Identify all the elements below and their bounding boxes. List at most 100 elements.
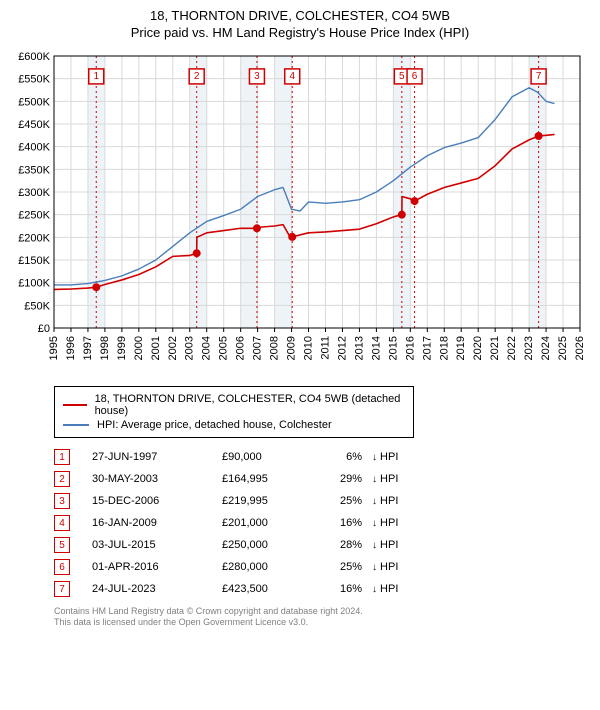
legend-label: 18, THORNTON DRIVE, COLCHESTER, CO4 5WB … [95, 393, 405, 417]
row-date: 16-JAN-2009 [92, 512, 222, 534]
svg-text:1999: 1999 [116, 336, 128, 360]
row-pct: 29% [322, 468, 372, 490]
svg-text:2001: 2001 [150, 336, 162, 360]
row-marker: 7 [54, 581, 70, 597]
row-price: £201,000 [222, 512, 322, 534]
row-date: 24-JUL-2023 [92, 578, 222, 600]
chart-subtitle: Price paid vs. HM Land Registry's House … [10, 25, 590, 40]
row-price: £423,500 [222, 578, 322, 600]
legend-swatch [63, 404, 87, 406]
row-date: 30-MAY-2003 [92, 468, 222, 490]
footer-line-2: This data is licensed under the Open Gov… [54, 617, 582, 628]
row-date: 03-JUL-2015 [92, 534, 222, 556]
row-hpi-delta: ↓ HPI [372, 446, 408, 468]
svg-text:2018: 2018 [438, 336, 450, 360]
svg-text:2014: 2014 [370, 336, 382, 360]
table-row: 7 24-JUL-2023£423,50016%↓ HPI [54, 578, 408, 600]
svg-text:5: 5 [399, 71, 405, 82]
table-row: 1 27-JUN-1997£90,0006%↓ HPI [54, 446, 408, 468]
table-row: 5 03-JUL-2015£250,00028%↓ HPI [54, 534, 408, 556]
table-row: 4 16-JAN-2009£201,00016%↓ HPI [54, 512, 408, 534]
svg-text:2012: 2012 [336, 336, 348, 360]
legend-label: HPI: Average price, detached house, Colc… [97, 419, 332, 431]
footer-attribution: Contains HM Land Registry data © Crown c… [54, 606, 582, 629]
svg-text:£300K: £300K [18, 187, 50, 199]
svg-text:£0: £0 [38, 323, 50, 335]
svg-text:7: 7 [536, 71, 542, 82]
row-hpi-delta: ↓ HPI [372, 556, 408, 578]
footer-line-1: Contains HM Land Registry data © Crown c… [54, 606, 582, 617]
svg-text:3: 3 [254, 71, 260, 82]
svg-text:2019: 2019 [455, 336, 467, 360]
row-date: 15-DEC-2006 [92, 490, 222, 512]
svg-text:2022: 2022 [506, 336, 518, 360]
row-pct: 6% [322, 446, 372, 468]
svg-text:4: 4 [289, 71, 295, 82]
row-price: £250,000 [222, 534, 322, 556]
svg-text:2026: 2026 [574, 336, 586, 360]
svg-text:1: 1 [93, 71, 99, 82]
svg-text:£500K: £500K [18, 96, 50, 108]
svg-text:£200K: £200K [18, 232, 50, 244]
svg-text:£350K: £350K [18, 164, 50, 176]
row-price: £280,000 [222, 556, 322, 578]
row-marker: 2 [54, 471, 70, 487]
row-price: £164,995 [222, 468, 322, 490]
row-pct: 25% [322, 556, 372, 578]
legend-item: 18, THORNTON DRIVE, COLCHESTER, CO4 5WB … [63, 393, 405, 417]
svg-text:2010: 2010 [303, 336, 315, 360]
row-pct: 16% [322, 512, 372, 534]
svg-text:2023: 2023 [523, 336, 535, 360]
svg-text:1998: 1998 [99, 336, 111, 360]
svg-text:2004: 2004 [201, 336, 213, 360]
row-date: 01-APR-2016 [92, 556, 222, 578]
table-row: 2 30-MAY-2003£164,99529%↓ HPI [54, 468, 408, 490]
chart-area: £0£50K£100K£150K£200K£250K£300K£350K£400… [10, 46, 590, 376]
chart-title: 18, THORNTON DRIVE, COLCHESTER, CO4 5WB [10, 8, 590, 23]
row-pct: 16% [322, 578, 372, 600]
row-marker: 5 [54, 537, 70, 553]
svg-text:1996: 1996 [65, 336, 77, 360]
svg-text:2024: 2024 [540, 336, 552, 360]
row-hpi-delta: ↓ HPI [372, 578, 408, 600]
row-pct: 28% [322, 534, 372, 556]
row-hpi-delta: ↓ HPI [372, 490, 408, 512]
svg-text:2011: 2011 [319, 336, 331, 360]
row-price: £219,995 [222, 490, 322, 512]
svg-text:2020: 2020 [472, 336, 484, 360]
svg-text:2017: 2017 [421, 336, 433, 360]
svg-text:£400K: £400K [18, 142, 50, 154]
svg-text:2013: 2013 [353, 336, 365, 360]
table-row: 315-DEC-2006£219,99525%↓ HPI [54, 490, 408, 512]
svg-text:2003: 2003 [184, 336, 196, 360]
svg-text:2021: 2021 [489, 336, 501, 360]
row-hpi-delta: ↓ HPI [372, 512, 408, 534]
svg-text:2009: 2009 [286, 336, 298, 360]
table-row: 6 01-APR-2016£280,00025%↓ HPI [54, 556, 408, 578]
svg-text:1997: 1997 [82, 336, 94, 360]
svg-text:2006: 2006 [235, 336, 247, 360]
row-pct: 25% [322, 490, 372, 512]
row-price: £90,000 [222, 446, 322, 468]
row-marker: 6 [54, 559, 70, 575]
row-marker: 4 [54, 515, 70, 531]
svg-text:2: 2 [194, 71, 200, 82]
svg-text:£150K: £150K [18, 255, 50, 267]
svg-text:2002: 2002 [167, 336, 179, 360]
svg-text:£50K: £50K [24, 300, 50, 312]
svg-text:2008: 2008 [269, 336, 281, 360]
price-chart: £0£50K£100K£150K£200K£250K£300K£350K£400… [10, 46, 590, 376]
svg-text:£600K: £600K [18, 51, 50, 63]
legend: 18, THORNTON DRIVE, COLCHESTER, CO4 5WB … [54, 386, 414, 438]
svg-text:2000: 2000 [133, 336, 145, 360]
svg-text:2007: 2007 [252, 336, 264, 360]
row-hpi-delta: ↓ HPI [372, 468, 408, 490]
row-marker: 1 [54, 449, 70, 465]
svg-text:£550K: £550K [18, 74, 50, 86]
svg-text:2005: 2005 [218, 336, 230, 360]
transaction-table: 127-JUN-1997£90,0006%↓ HPI230-MAY-2003£1… [54, 446, 582, 600]
svg-text:£100K: £100K [18, 278, 50, 290]
row-date: 27-JUN-1997 [92, 446, 222, 468]
svg-text:1995: 1995 [48, 336, 60, 360]
row-hpi-delta: ↓ HPI [372, 534, 408, 556]
